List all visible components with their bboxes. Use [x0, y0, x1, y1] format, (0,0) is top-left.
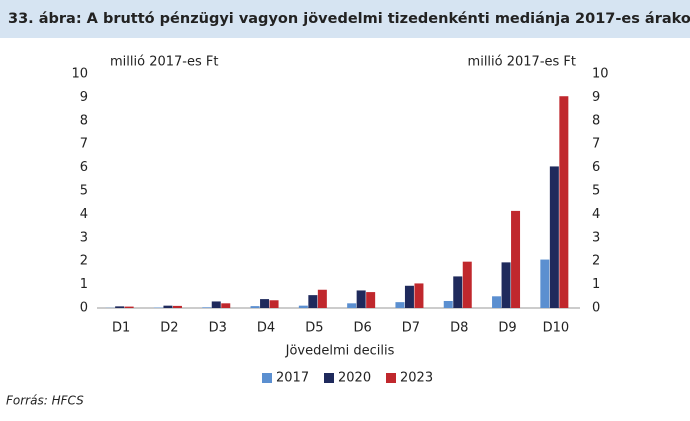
bar	[299, 306, 308, 308]
bar	[405, 286, 414, 308]
x-axis-label: Jövedelmi decilis	[285, 344, 395, 359]
bar	[444, 301, 453, 308]
x-tick-label: D4	[257, 321, 275, 336]
bar	[492, 296, 501, 308]
bar	[540, 260, 549, 308]
y-tick-label: 0	[80, 301, 88, 316]
legend-swatch	[386, 373, 396, 383]
bar	[270, 300, 279, 308]
bar	[308, 295, 317, 308]
y2-tick-label: 2	[592, 254, 600, 269]
x-tick-label: D7	[402, 321, 420, 336]
y-tick-label: 1	[80, 277, 88, 292]
y2-tick-label: 0	[592, 301, 600, 316]
x-tick-label: D2	[160, 321, 178, 336]
y2-tick-label: 4	[592, 207, 600, 222]
bar	[221, 303, 230, 308]
legend-label: 2017	[276, 371, 309, 386]
y-tick-label: 4	[80, 207, 88, 222]
bar	[366, 292, 375, 308]
x-tick-label: D8	[450, 321, 468, 336]
x-tick-label: D1	[112, 321, 130, 336]
bar	[202, 307, 211, 308]
y2-tick-label: 7	[592, 137, 600, 152]
legend-swatch	[324, 373, 334, 383]
y-tick-label: 9	[80, 90, 88, 105]
bar	[395, 302, 404, 308]
bar	[115, 306, 124, 308]
y2-tick-label: 6	[592, 160, 600, 175]
y2-tick-label: 3	[592, 230, 600, 245]
bar	[173, 306, 182, 308]
bar	[251, 306, 260, 308]
y-tick-label: 2	[80, 254, 88, 269]
bar	[212, 301, 221, 308]
y2-tick-label: 9	[592, 90, 600, 105]
bar	[463, 262, 472, 308]
bar	[357, 290, 366, 308]
x-tick-label: D5	[305, 321, 323, 336]
legend-swatch	[262, 373, 272, 383]
y2-tick-label: 8	[592, 113, 600, 128]
bar	[318, 290, 327, 308]
y-tick-label: 8	[80, 113, 88, 128]
x-tick-label: D9	[498, 321, 516, 336]
legend-label: 2023	[400, 371, 433, 386]
y-tick-label: 5	[80, 184, 88, 199]
y2-axis-label: millió 2017-es Ft	[468, 55, 576, 70]
bar	[414, 283, 423, 308]
bar	[502, 262, 511, 308]
bar	[347, 303, 356, 308]
y2-tick-label: 1	[592, 277, 600, 292]
y2-tick-label: 5	[592, 184, 600, 199]
bar	[559, 96, 568, 308]
x-tick-label: D6	[354, 321, 372, 336]
bar	[453, 276, 462, 308]
x-tick-label: D10	[543, 321, 570, 336]
bar	[260, 299, 269, 308]
y-tick-label: 3	[80, 230, 88, 245]
source: Forrás: HFCS	[6, 394, 84, 408]
y-tick-label: 6	[80, 160, 88, 175]
legend-label: 2020	[338, 371, 371, 386]
y-axis-label: millió 2017-es Ft	[110, 55, 218, 70]
bar	[511, 211, 520, 308]
y-tick-label: 10	[71, 67, 88, 82]
bar	[125, 307, 134, 308]
bar	[163, 306, 172, 308]
y-tick-label: 7	[80, 137, 88, 152]
y2-tick-label: 10	[592, 67, 609, 82]
x-tick-label: D3	[209, 321, 227, 336]
bar	[550, 166, 559, 308]
chart-title: 33. ábra: A bruttó pénzügyi vagyon jöved…	[8, 11, 690, 27]
